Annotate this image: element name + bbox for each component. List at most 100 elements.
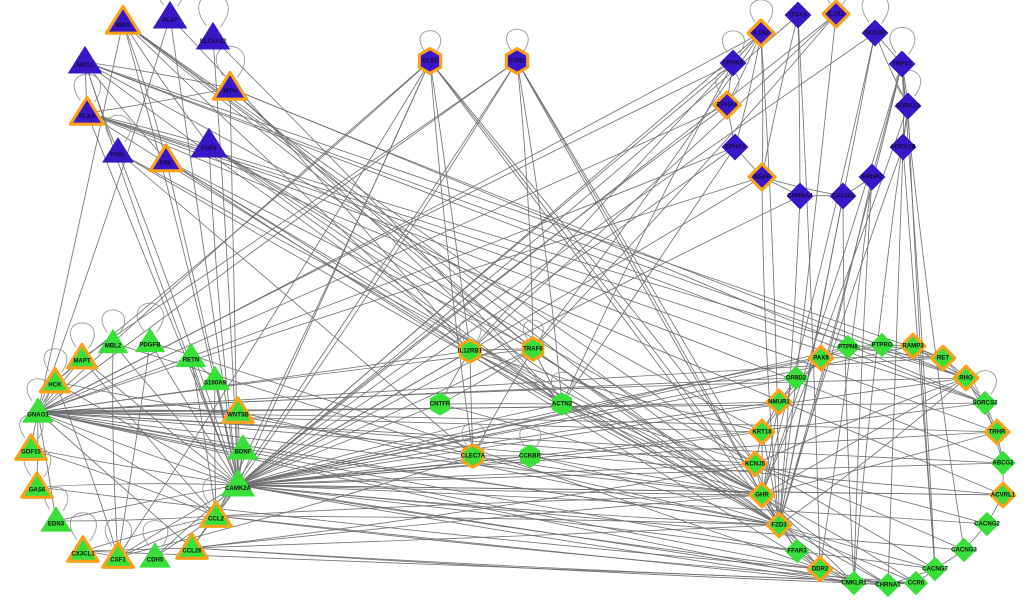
graph-edge bbox=[191, 547, 917, 584]
graph-node-camk2a[interactable] bbox=[221, 469, 255, 497]
graph-node-plat[interactable] bbox=[153, 1, 187, 29]
graph-node-fgf6[interactable] bbox=[190, 127, 228, 158]
graph-node-krt18[interactable] bbox=[748, 418, 776, 446]
graph-node-itga8[interactable] bbox=[784, 1, 812, 29]
graph-node-plxa[interactable] bbox=[68, 95, 106, 126]
graph-node-cdh5[interactable] bbox=[139, 542, 171, 568]
graph-edge bbox=[842, 195, 855, 584]
graph-node-adra1a[interactable] bbox=[894, 92, 922, 120]
nodes-layer[interactable] bbox=[14, 0, 1017, 598]
graph-node-gdf15[interactable] bbox=[14, 433, 48, 461]
graph-edge bbox=[214, 379, 217, 517]
graph-node-adra1b[interactable] bbox=[889, 133, 917, 161]
graph-node-retn[interactable] bbox=[176, 342, 206, 368]
graph-node-or8d2[interactable] bbox=[783, 365, 809, 391]
graph-node-chrna1[interactable] bbox=[875, 572, 901, 598]
graph-node-nrg1[interactable] bbox=[68, 46, 102, 74]
graph-node-cacng3[interactable] bbox=[951, 537, 977, 563]
graph-node-wnt5b[interactable] bbox=[221, 396, 255, 424]
graph-node-kcnj5[interactable] bbox=[741, 450, 769, 478]
graph-node-rho[interactable] bbox=[952, 364, 980, 392]
graph-node-csf1[interactable] bbox=[101, 541, 135, 569]
graph-edge bbox=[237, 411, 780, 526]
graph-node-mapt[interactable] bbox=[65, 342, 99, 370]
graph-node-traf6[interactable] bbox=[521, 336, 545, 362]
graph-edge bbox=[561, 403, 763, 496]
graph-node-frk[interactable] bbox=[148, 143, 184, 173]
graph-node-cacng7[interactable] bbox=[922, 556, 948, 582]
graph-node-ptpro[interactable] bbox=[869, 332, 895, 358]
graph-edge bbox=[37, 146, 736, 413]
graph-node-slc6a12[interactable] bbox=[196, 22, 230, 50]
graph-node-fzd3[interactable] bbox=[765, 511, 793, 539]
graph-edge bbox=[761, 494, 889, 586]
graph-edge bbox=[55, 515, 217, 522]
graph-edge bbox=[229, 87, 563, 405]
graph-edge bbox=[30, 448, 239, 486]
graph-edge bbox=[529, 455, 763, 496]
graph-edge bbox=[754, 463, 936, 570]
graph-node-cckbr[interactable] bbox=[519, 444, 541, 468]
graph-node-mbl2[interactable] bbox=[98, 328, 128, 354]
graph-edge bbox=[84, 61, 231, 89]
graph-node-trhr[interactable] bbox=[983, 418, 1011, 446]
graph-node-ret[interactable] bbox=[929, 344, 957, 372]
graph-node-abcg2[interactable] bbox=[990, 450, 1016, 476]
graph-node-mip2[interactable] bbox=[104, 4, 142, 35]
graph-node-gas6[interactable] bbox=[20, 471, 54, 499]
graph-edge bbox=[516, 60, 780, 526]
graph-node-s100a9[interactable] bbox=[200, 365, 230, 391]
graph-node-pdgfb[interactable] bbox=[135, 327, 165, 353]
graph-node-ghr[interactable] bbox=[748, 481, 776, 509]
graph-node-cntfr[interactable] bbox=[429, 392, 451, 416]
graph-edge bbox=[760, 32, 764, 178]
graph-edge bbox=[532, 32, 762, 350]
graph-edge bbox=[760, 32, 780, 526]
graph-node-actn2[interactable] bbox=[551, 392, 573, 416]
graph-node-cmklr1[interactable] bbox=[841, 570, 867, 596]
graph-node-ccl2[interactable] bbox=[199, 500, 233, 528]
graph-node-ramp3[interactable] bbox=[899, 332, 927, 360]
graph-edge bbox=[37, 411, 239, 415]
graph-node-pax8[interactable] bbox=[807, 344, 835, 372]
graph-selfloop bbox=[44, 486, 69, 512]
graph-node-cacng2[interactable] bbox=[974, 511, 1000, 537]
graph-node-acvrl1[interactable] bbox=[989, 481, 1017, 509]
graph-node-scn3b[interactable] bbox=[861, 19, 889, 47]
graph-node-ccl26[interactable] bbox=[175, 532, 209, 560]
graph-node-il1r2[interactable] bbox=[746, 18, 776, 48]
graph-node-chrna4[interactable] bbox=[786, 182, 814, 210]
graph-node-ngap[interactable] bbox=[747, 162, 777, 192]
graph-node-clec7a[interactable] bbox=[461, 443, 485, 469]
graph-node-cacng[interactable] bbox=[829, 182, 857, 210]
graph-node-epha5[interactable] bbox=[719, 49, 747, 77]
graph-node-esr2[interactable] bbox=[504, 47, 530, 75]
graph-node-ffar3[interactable] bbox=[784, 538, 810, 564]
graph-node-nmur1[interactable] bbox=[765, 388, 793, 416]
graph-node-il1r1[interactable] bbox=[821, 0, 851, 29]
graph-node-gnao1[interactable] bbox=[22, 397, 54, 423]
graph-edge bbox=[37, 21, 124, 413]
graph-node-bdnf[interactable] bbox=[227, 434, 259, 460]
graph-edge bbox=[778, 63, 903, 526]
graph-node-hck[interactable] bbox=[38, 366, 72, 394]
graph-node-epha3[interactable] bbox=[721, 133, 749, 161]
graph-edge bbox=[516, 60, 534, 350]
graph-node-amhr2[interactable] bbox=[858, 163, 886, 191]
graph-node-trpv1[interactable] bbox=[888, 50, 916, 78]
graph-node-mtn[interactable] bbox=[211, 70, 249, 101]
graph-node-ptpn8[interactable] bbox=[835, 334, 861, 360]
graph-node-fn8l[interactable] bbox=[102, 137, 134, 163]
graph-node-epha4[interactable] bbox=[712, 90, 742, 120]
graph-edge bbox=[37, 411, 193, 549]
graph-node-ccr6[interactable] bbox=[903, 570, 929, 596]
graph-node-els1[interactable] bbox=[417, 47, 443, 75]
graph-node-sorcs2[interactable] bbox=[972, 390, 998, 416]
graph-node-edn3[interactable] bbox=[40, 506, 72, 532]
graph-node-il12rb1[interactable] bbox=[458, 338, 482, 364]
graph-node-cx3cl1[interactable] bbox=[66, 535, 100, 563]
graph-edge bbox=[761, 431, 998, 496]
graph-node-ddr2[interactable] bbox=[806, 555, 834, 583]
